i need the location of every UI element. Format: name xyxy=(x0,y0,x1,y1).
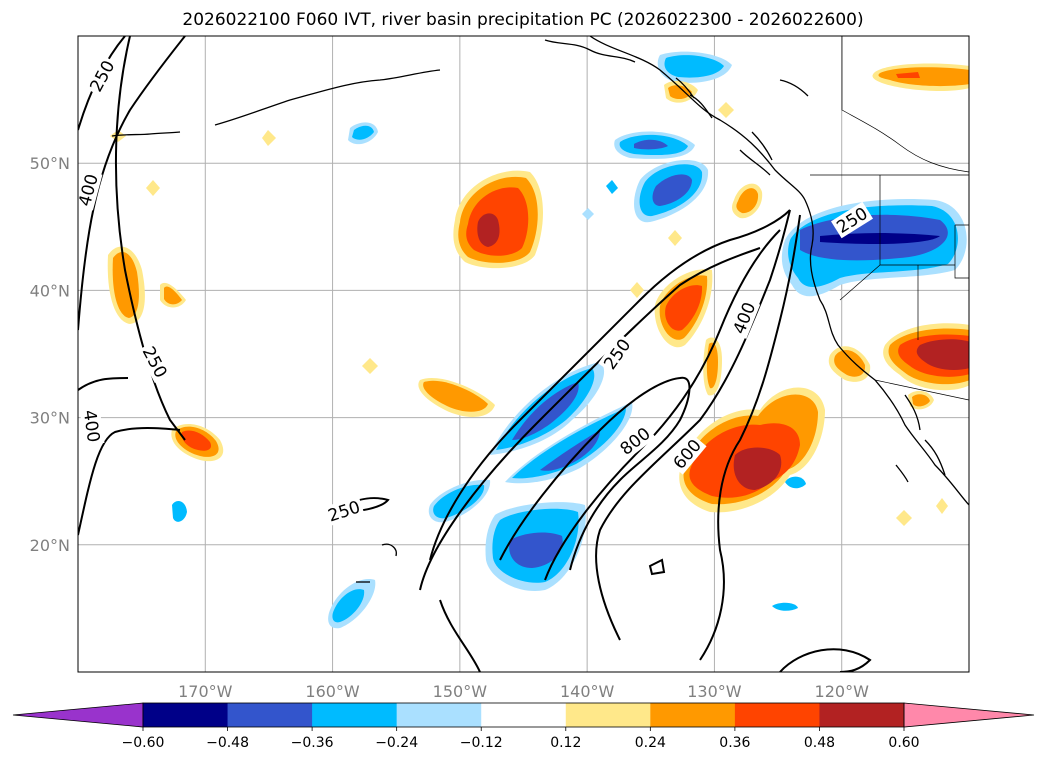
negative-anomaly-region xyxy=(634,159,709,223)
contour-label-bg xyxy=(137,340,173,384)
contour-label-bg xyxy=(831,201,873,239)
contour-label: 250 xyxy=(831,201,873,239)
map-frame xyxy=(77,35,970,673)
country-borders xyxy=(810,36,969,401)
negative-anomaly-region xyxy=(172,500,187,522)
positive-anomaly-region xyxy=(160,282,186,308)
negative-anomaly-region xyxy=(657,51,732,83)
negative-anomaly-region xyxy=(785,476,806,489)
colorbar-segment xyxy=(565,703,651,727)
contour-label-bg xyxy=(727,297,761,339)
negative-anomaly-region xyxy=(485,502,586,591)
positive-anomaly-region xyxy=(146,180,160,196)
latitude-labels: 50°N 40°N 30°N 20°N xyxy=(30,154,70,555)
positive-anomaly-region xyxy=(418,378,495,417)
colorbar-tick-label: −0.12 xyxy=(460,735,503,751)
lon-tick-label: 140°W xyxy=(560,682,615,701)
positive-anomaly-region xyxy=(630,282,644,298)
positive-anomaly-region xyxy=(718,102,734,118)
colorbar-extend-low xyxy=(12,702,144,728)
negative-anomaly-region xyxy=(348,122,378,145)
lon-tick-label: 170°W xyxy=(178,682,233,701)
lat-tick-label: 30°N xyxy=(30,409,70,428)
positive-anomaly-region xyxy=(110,130,126,142)
positive-anomaly-region xyxy=(908,390,934,410)
positive-anomaly-region xyxy=(732,183,763,219)
colorbar-segment xyxy=(481,703,567,727)
colorbar-segment xyxy=(312,703,398,727)
colorbar-tick-label: −0.60 xyxy=(122,735,165,751)
colorbar-tick-label: −0.36 xyxy=(291,735,334,751)
positive-anomaly-region xyxy=(171,424,224,462)
longitude-labels: 170°W 160°W 150°W 140°W 130°W 120°W xyxy=(178,682,869,701)
contour-label-bg xyxy=(84,54,120,98)
positive-anomaly-region xyxy=(883,323,969,391)
colorbar-frame xyxy=(142,702,905,728)
figure-title: 2026022100 F060 IVT, river basin precipi… xyxy=(182,10,863,30)
contour-label-bg xyxy=(79,406,105,446)
lat-tick-label: 40°N xyxy=(30,281,70,300)
contour-label-bg xyxy=(667,433,707,475)
colorbar-segment xyxy=(227,703,313,727)
colorbar-segment xyxy=(819,703,905,727)
positive-anomaly-region xyxy=(936,498,948,514)
ivt-contours xyxy=(78,36,872,672)
colorbar-tick-label: 0.48 xyxy=(804,735,835,751)
colorbar-segment xyxy=(143,703,229,727)
colorbar-tick-label: 0.24 xyxy=(635,735,666,751)
contour-label-bg xyxy=(598,333,636,375)
lon-tick-label: 130°W xyxy=(687,682,742,701)
contour-label: 400 xyxy=(79,406,105,446)
contour-label-bg xyxy=(323,495,365,527)
colorbar-tick-label: 0.12 xyxy=(550,735,581,751)
negative-anomaly-region xyxy=(772,602,798,611)
positive-anomaly-region xyxy=(262,130,276,146)
positive-anomaly-region xyxy=(872,63,969,91)
negative-anomaly-region xyxy=(428,479,491,523)
contour-label-text: 400 xyxy=(79,409,103,444)
positive-anomaly-region xyxy=(828,346,871,382)
lat-tick-label: 50°N xyxy=(30,154,70,173)
lon-tick-label: 160°W xyxy=(305,682,360,701)
negative-anomaly-region xyxy=(614,131,695,159)
negative-anomaly-region xyxy=(606,180,618,194)
colorbar-segment xyxy=(734,703,820,727)
lat-tick-label: 20°N xyxy=(30,536,70,555)
positive-anomaly-region xyxy=(679,387,825,513)
negative-anomaly-region xyxy=(505,402,633,484)
colorbar-tick-label: 0.60 xyxy=(888,735,919,751)
colorbar-segment xyxy=(650,703,736,727)
negative-anomaly-region xyxy=(781,199,967,297)
contour-label-bg xyxy=(614,421,656,461)
colorbar-extend-high xyxy=(903,702,1035,728)
negative-anomaly-region xyxy=(582,208,594,220)
negative-anomaly-region xyxy=(328,579,376,629)
positive-anomaly-region xyxy=(362,358,378,374)
colorbar-tick-label: −0.24 xyxy=(375,735,418,751)
colorbar-tick-label: −0.48 xyxy=(206,735,249,751)
colorbar-segment xyxy=(396,703,482,727)
positive-anomaly-region xyxy=(896,510,912,526)
lon-tick-label: 120°W xyxy=(815,682,870,701)
colorbar: −0.60 −0.48 −0.36 −0.24 −0.12 0.12 0.24 0.36 0.4… xyxy=(12,702,1035,751)
positive-anomaly-region xyxy=(453,170,544,269)
lon-tick-label: 150°W xyxy=(433,682,488,701)
positive-anomaly-region xyxy=(668,230,682,246)
contour-label-bg xyxy=(78,169,103,211)
colorbar-tick-label: 0.36 xyxy=(719,735,750,751)
coastlines xyxy=(111,36,969,583)
